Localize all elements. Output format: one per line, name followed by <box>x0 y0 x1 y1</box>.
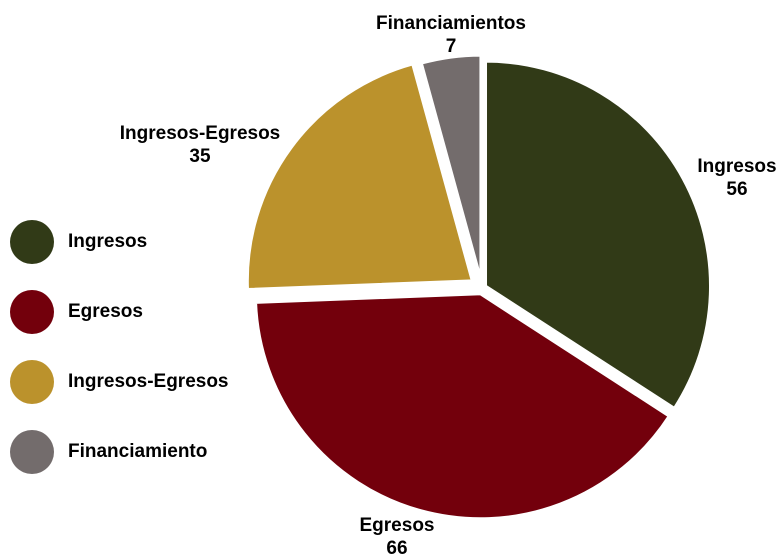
legend-item-egresos: Egresos <box>10 289 229 335</box>
slice-label-ingresos-egresos: Ingresos-Egresos 35 <box>120 122 281 168</box>
pie-slice-ingresos-egresos <box>245 62 474 292</box>
legend-label-egresos: Egresos <box>68 301 143 322</box>
slice-label-egresos-value: 66 <box>386 538 408 559</box>
slice-label-egresos-name: Egresos <box>359 515 435 536</box>
slice-label-ingresos-name: Ingresos <box>697 156 777 177</box>
legend-swatch-ingresos <box>10 220 54 264</box>
legend-swatch-financiamiento <box>10 430 54 474</box>
legend-item-ingresos: Ingresos <box>10 219 229 265</box>
slice-label-egresos: Egresos 66 <box>360 514 435 560</box>
pie-slice-financiamiento <box>419 53 483 282</box>
slice-label-ingresos-egresos-name: Ingresos-Egresos <box>119 123 281 144</box>
slice-label-financiamientos: Financiamientos 7 <box>376 12 526 58</box>
legend-item-ingresos-egresos: Ingresos-Egresos <box>10 359 229 405</box>
legend-item-financiamiento: Financiamiento <box>10 429 229 475</box>
slice-label-ingresos-egresos-value: 35 <box>189 146 211 167</box>
legend-swatch-ingresos-egresos <box>10 360 54 404</box>
slice-label-ingresos-value: 56 <box>726 179 748 200</box>
legend-label-financiamiento: Financiamiento <box>68 441 208 462</box>
pie-slice-egresos <box>254 292 671 521</box>
legend-swatch-egresos <box>10 290 54 334</box>
slice-label-ingresos: Ingresos 56 <box>697 155 776 201</box>
slice-label-financiamientos-value: 7 <box>445 36 457 57</box>
legend-label-ingresos: Ingresos <box>68 231 148 252</box>
legend-label-ingresos-egresos: Ingresos-Egresos <box>68 371 229 392</box>
legend: Ingresos Egresos Ingresos-Egresos Financ… <box>10 219 229 499</box>
slice-label-financiamientos-name: Financiamientos <box>376 13 526 34</box>
pie-slice-ingresos <box>484 59 712 410</box>
